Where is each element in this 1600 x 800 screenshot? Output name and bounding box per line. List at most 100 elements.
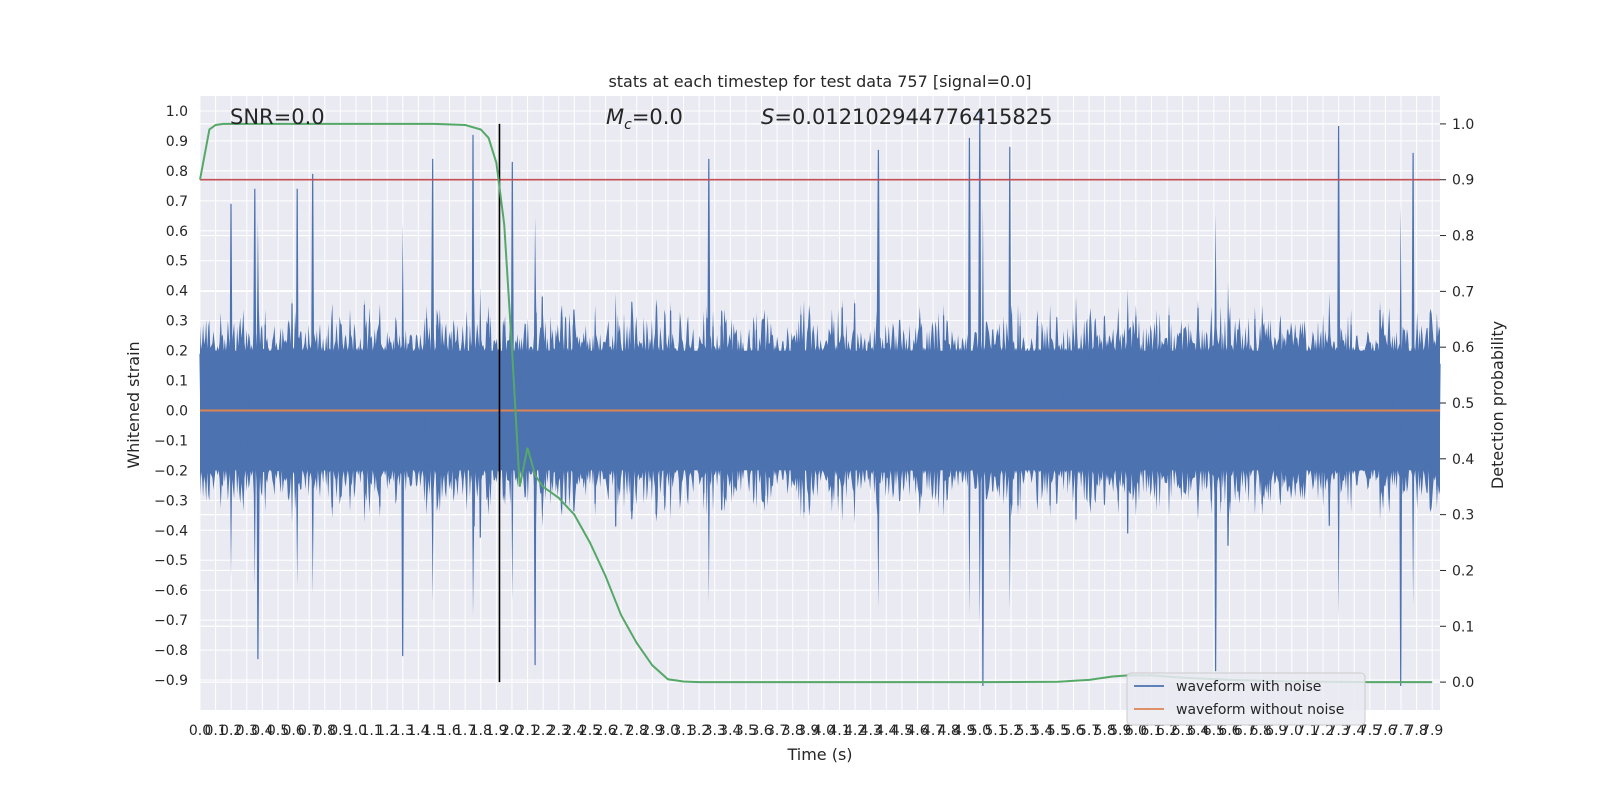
y-tick-label: −0.6 xyxy=(154,583,188,599)
y-tick-label: 1.0 xyxy=(166,104,188,120)
y-axis-label: Whitened strain xyxy=(124,341,143,468)
chart-title: stats at each timestep for test data 757… xyxy=(608,72,1031,91)
x-tick-label: 2.1 xyxy=(516,723,538,739)
x-tick-label: 4.7 xyxy=(922,723,944,739)
y2-tick-label: 0.9 xyxy=(1452,173,1474,189)
x-tick-label: 6.8 xyxy=(1249,723,1271,739)
x-tick-label: 3.5 xyxy=(735,723,757,739)
x-tick-label: 5.8 xyxy=(1094,723,1116,739)
mc-symbol: M xyxy=(606,105,624,129)
x-tick-label: 2.2 xyxy=(532,723,554,739)
x-tick-label: 6.3 xyxy=(1172,723,1194,739)
x-tick-label: 6.2 xyxy=(1156,723,1178,739)
x-tick-label: 0.5 xyxy=(267,723,289,739)
y-tick-label: 0.5 xyxy=(166,254,188,270)
x-tick-label: 3.4 xyxy=(719,723,741,739)
x-tick-label: 5.2 xyxy=(1000,723,1022,739)
x-tick-label: 4.4 xyxy=(875,723,897,739)
y-tick-label: 0.0 xyxy=(166,403,188,419)
x-tick-label: 7.0 xyxy=(1281,723,1303,739)
x-tick-label: 7.1 xyxy=(1296,723,1318,739)
y-tick-label: 0.7 xyxy=(166,194,188,210)
mc-subscript: c xyxy=(624,117,632,133)
x-tick-label: 0.1 xyxy=(204,723,226,739)
x-tick-label: 2.0 xyxy=(501,723,523,739)
x-tick-label: 4.2 xyxy=(844,723,866,739)
x-tick-label: 1.3 xyxy=(392,723,414,739)
x-tick-label: 0.7 xyxy=(298,723,320,739)
x-tick-label: 7.7 xyxy=(1390,723,1412,739)
y-tick-label: −0.9 xyxy=(154,673,188,689)
x-tick-label: 0.6 xyxy=(282,723,304,739)
y2-tick-label: 0.8 xyxy=(1452,229,1474,245)
x-tick-label: 1.1 xyxy=(360,723,382,739)
y-tick-label: 0.9 xyxy=(166,134,188,150)
x-tick-label: 3.2 xyxy=(688,723,710,739)
x-tick-label: 5.0 xyxy=(969,723,991,739)
x-tick-label: 0.3 xyxy=(236,723,258,739)
x-tick-label: 5.5 xyxy=(1047,723,1069,739)
y-tick-label: −0.2 xyxy=(154,463,188,479)
x-tick-label: 6.5 xyxy=(1203,723,1225,739)
y-tick-label: 0.4 xyxy=(166,284,188,300)
x-tick-label: 7.5 xyxy=(1359,723,1381,739)
x-tick-label: 1.2 xyxy=(376,723,398,739)
x-tick-label: 4.0 xyxy=(813,723,835,739)
x-tick-label: 1.6 xyxy=(438,723,460,739)
x-tick-label: 1.5 xyxy=(423,723,445,739)
y-tick-label: 0.3 xyxy=(166,314,188,330)
y-tick-label: 0.1 xyxy=(166,374,188,390)
y2-tick-label: 0.3 xyxy=(1452,508,1474,524)
x-tick-label: 0.9 xyxy=(329,723,351,739)
x-tick-label: 4.1 xyxy=(828,723,850,739)
y-tick-label: −0.1 xyxy=(154,433,188,449)
x-tick-label: 5.3 xyxy=(1016,723,1038,739)
y-tick-label: −0.8 xyxy=(154,643,188,659)
x-tick-label: 1.7 xyxy=(454,723,476,739)
x-axis-ticks: 0.00.10.20.30.40.50.60.70.80.91.01.11.21… xyxy=(189,723,1443,739)
snr-annotation: SNR=0.0 xyxy=(230,105,325,129)
mc-value: =0.0 xyxy=(632,105,683,129)
x-tick-label: 4.8 xyxy=(938,723,960,739)
x-tick-label: 5.6 xyxy=(1062,723,1084,739)
x-tick-label: 3.7 xyxy=(766,723,788,739)
x-tick-label: 1.9 xyxy=(485,723,507,739)
legend: waveform with noise waveform without noi… xyxy=(1126,672,1366,726)
y2-tick-label: 0.6 xyxy=(1452,340,1474,356)
x-tick-label: 0.0 xyxy=(189,723,211,739)
y2-tick-label: 0.0 xyxy=(1452,675,1474,691)
x-tick-label: 5.7 xyxy=(1078,723,1100,739)
x-tick-label: 5.4 xyxy=(1031,723,1053,739)
x-axis-label: Time (s) xyxy=(786,745,852,764)
y2-tick-label: 0.2 xyxy=(1452,563,1474,579)
x-tick-label: 2.4 xyxy=(563,723,585,739)
legend-label-noise: waveform with noise xyxy=(1176,679,1321,695)
x-tick-label: 3.1 xyxy=(672,723,694,739)
x-tick-label: 0.8 xyxy=(314,723,336,739)
x-tick-label: 6.4 xyxy=(1187,723,1209,739)
x-tick-label: 6.9 xyxy=(1265,723,1287,739)
s-annotation: S=0.012102944776415825 xyxy=(761,105,1052,129)
y-tick-label: 0.6 xyxy=(166,224,188,240)
x-tick-label: 4.3 xyxy=(860,723,882,739)
y-tick-label: −0.3 xyxy=(154,493,188,509)
y2-tick-label: 0.5 xyxy=(1452,396,1474,412)
y2-tick-label: 0.7 xyxy=(1452,284,1474,300)
x-tick-label: 7.3 xyxy=(1327,723,1349,739)
x-tick-label: 6.6 xyxy=(1218,723,1240,739)
x-tick-label: 3.6 xyxy=(750,723,772,739)
x-tick-label: 1.8 xyxy=(470,723,492,739)
x-tick-label: 2.6 xyxy=(594,723,616,739)
x-tick-label: 2.9 xyxy=(641,723,663,739)
y-axis-ticks: 1.0 0.9 0.8 0.7 0.6 0.5 0.4 0.3 0.2 0.1 0.0 −0.1 −0.… xyxy=(154,104,188,689)
y2-tick-label: 1.0 xyxy=(1452,117,1474,133)
y-tick-label: −0.7 xyxy=(154,613,188,629)
legend-label-clean: waveform without noise xyxy=(1176,702,1344,718)
y-tick-label: −0.4 xyxy=(154,523,188,539)
x-tick-label: 3.0 xyxy=(657,723,679,739)
series-detection-probability xyxy=(199,122,1433,684)
x-tick-label: 4.9 xyxy=(953,723,975,739)
x-tick-label: 7.2 xyxy=(1312,723,1334,739)
